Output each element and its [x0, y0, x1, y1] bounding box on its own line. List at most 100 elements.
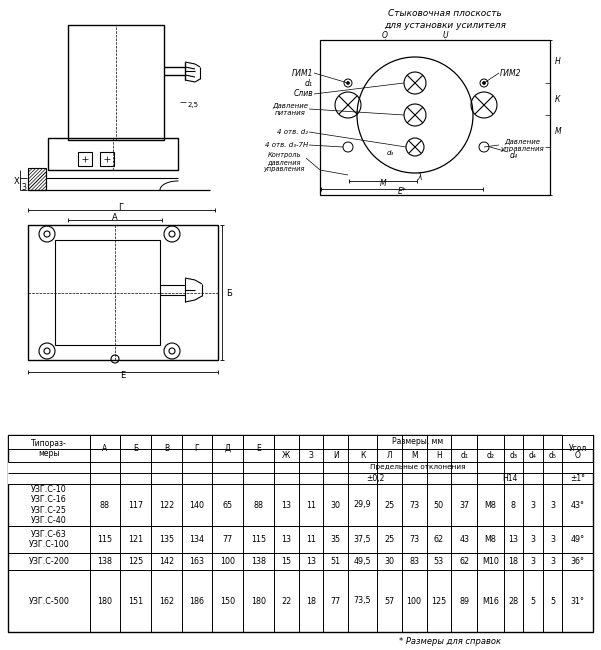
Text: 50: 50	[434, 500, 444, 510]
Text: O: O	[575, 451, 581, 460]
Text: М: М	[555, 127, 561, 135]
Text: 125: 125	[128, 557, 143, 566]
Text: d₅: d₅	[549, 451, 557, 460]
Bar	[273, 473, 477, 484]
Text: 57: 57	[384, 597, 394, 606]
Bar	[28, 225, 218, 360]
Text: Б: Б	[226, 289, 232, 298]
Text: 77: 77	[222, 535, 233, 544]
Text: 29,9: 29,9	[353, 500, 371, 510]
Bar	[563, 422, 593, 449]
Text: 3: 3	[550, 557, 555, 566]
Text: М: М	[411, 451, 418, 460]
Text: Размеры, мм: Размеры, мм	[392, 437, 444, 447]
Text: О: О	[382, 31, 388, 40]
Text: Г: Г	[195, 444, 200, 453]
Text: 125: 125	[432, 597, 447, 606]
Text: М10: М10	[482, 557, 499, 566]
Text: 77: 77	[331, 597, 341, 606]
Text: К: К	[555, 94, 560, 103]
Text: А: А	[112, 213, 118, 222]
Text: 37,5: 37,5	[354, 535, 371, 544]
Text: 18: 18	[306, 597, 316, 606]
Text: 13: 13	[508, 535, 518, 544]
Text: 43: 43	[459, 535, 469, 544]
Text: 37: 37	[459, 500, 469, 510]
Bar	[8, 473, 273, 484]
Text: 142: 142	[159, 557, 174, 566]
Text: ±0,2: ±0,2	[367, 474, 385, 483]
Text: 115: 115	[97, 535, 112, 544]
Text: 73: 73	[409, 500, 419, 510]
Text: 115: 115	[251, 535, 266, 544]
Text: 28: 28	[508, 597, 519, 606]
Text: 30: 30	[331, 500, 341, 510]
Bar	[68, 25, 164, 140]
Text: К: К	[360, 451, 365, 460]
Text: 11: 11	[306, 535, 316, 544]
Text: 53: 53	[434, 557, 444, 566]
Bar	[100, 152, 114, 166]
Text: 49,5: 49,5	[354, 557, 371, 566]
Bar	[8, 435, 593, 632]
Text: 5: 5	[550, 597, 555, 606]
Text: d₃: d₃	[509, 451, 517, 460]
Text: Слив: Слив	[293, 90, 313, 99]
Text: В: В	[163, 444, 169, 453]
Text: 3: 3	[531, 500, 535, 510]
Circle shape	[483, 81, 486, 84]
Text: Угол: Угол	[569, 444, 587, 453]
Text: 31°: 31°	[571, 597, 585, 606]
Text: З: З	[22, 183, 26, 192]
Text: d₁: d₁	[305, 79, 313, 88]
Circle shape	[347, 81, 350, 84]
Text: Г: Г	[118, 203, 124, 211]
Text: 117: 117	[128, 500, 143, 510]
Text: d₄: d₄	[529, 451, 537, 460]
Text: Е*: Е*	[398, 187, 406, 196]
Text: 121: 121	[128, 535, 143, 544]
Text: 13: 13	[306, 557, 316, 566]
Text: 151: 151	[128, 597, 143, 606]
Text: 35: 35	[331, 535, 341, 544]
Text: 186: 186	[189, 597, 204, 606]
Text: УЗГ.С-10
УЗГ.С-16
УЗГ.С-25
УЗГ.С-40: УЗГ.С-10 УЗГ.С-16 УЗГ.С-25 УЗГ.С-40	[31, 485, 67, 525]
Text: ГИМ2: ГИМ2	[500, 68, 522, 77]
Bar	[477, 473, 543, 484]
Text: 25: 25	[384, 500, 394, 510]
Text: Л: Л	[386, 451, 392, 460]
Bar	[320, 40, 550, 195]
Text: 3: 3	[531, 557, 535, 566]
Text: А: А	[102, 444, 108, 453]
Text: 100: 100	[220, 557, 235, 566]
Text: 83: 83	[409, 557, 419, 566]
Text: И: И	[333, 451, 338, 460]
Text: 135: 135	[159, 535, 174, 544]
Text: 100: 100	[407, 597, 422, 606]
Text: 62: 62	[434, 535, 444, 544]
Text: 51: 51	[331, 557, 341, 566]
Text: 138: 138	[251, 557, 266, 566]
Text: для установки усилителя: для установки усилителя	[384, 21, 506, 31]
Text: 163: 163	[189, 557, 204, 566]
Text: 180: 180	[251, 597, 266, 606]
Text: d₁: d₁	[460, 451, 468, 460]
Text: X: X	[14, 177, 20, 187]
Text: З: З	[308, 451, 313, 460]
Text: Е: Е	[256, 444, 261, 453]
Text: 13: 13	[281, 500, 291, 510]
Bar	[273, 462, 563, 473]
Text: М8: М8	[484, 535, 496, 544]
Bar	[8, 462, 273, 473]
Bar	[563, 462, 593, 473]
Text: М: М	[380, 179, 386, 188]
Text: 138: 138	[97, 557, 112, 566]
Text: * Размеры для справок: * Размеры для справок	[399, 638, 501, 647]
Text: U: U	[442, 31, 448, 40]
Text: Давление
питания: Давление питания	[272, 103, 308, 116]
Text: 22: 22	[281, 597, 291, 606]
Text: d₃: d₃	[386, 150, 394, 156]
Text: λ: λ	[418, 174, 423, 183]
Text: Контроль
давления
управления: Контроль давления управления	[264, 152, 305, 172]
Text: 65: 65	[222, 500, 233, 510]
